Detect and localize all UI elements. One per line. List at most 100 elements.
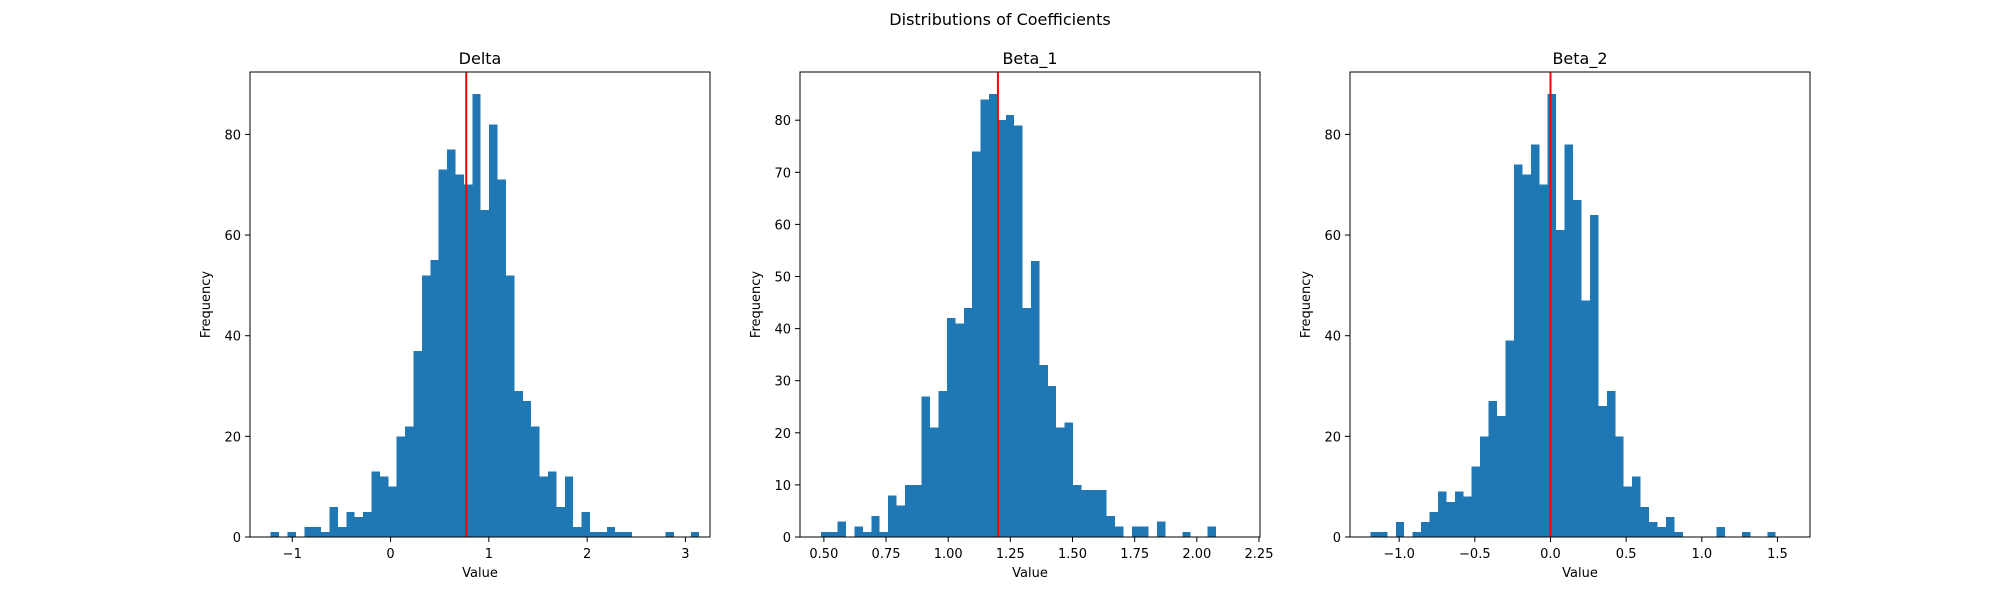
- histogram-bar: [489, 124, 498, 538]
- histogram-bar: [505, 275, 515, 537]
- histogram-bar: [1395, 521, 1405, 537]
- histogram-bar: [480, 209, 490, 537]
- histogram-bar: [1674, 531, 1683, 537]
- histogram-bar: [1615, 436, 1624, 537]
- histogram-bar: [1412, 531, 1422, 537]
- x-tick-label: 1: [485, 547, 493, 562]
- x-tick-label: 2: [583, 547, 591, 562]
- histogram-bar: [1056, 427, 1065, 537]
- histogram-bar: [615, 531, 624, 537]
- histogram-bar: [589, 531, 599, 537]
- histogram-bar: [556, 506, 565, 537]
- histogram-bar: [1446, 501, 1455, 537]
- histogram-bar: [1106, 516, 1116, 537]
- histogram-bar: [522, 401, 532, 537]
- x-tick-label: 1.75: [1120, 547, 1149, 562]
- y-axis-label: Frequency: [1299, 271, 1314, 338]
- histogram-bar: [862, 531, 872, 537]
- histogram-bar: [1581, 300, 1590, 537]
- histogram-bar: [1429, 511, 1438, 537]
- chart-panel-2: 0.50 0.75 1.00 1.25 1.50 1.75 2.00 2.25 0 10 20 30 4…: [749, 49, 1273, 581]
- histogram-bar: [1182, 531, 1191, 537]
- y-tick-label: 0: [783, 531, 791, 546]
- histogram-bar: [1140, 526, 1149, 537]
- histogram-bar: [438, 169, 448, 537]
- histogram-bar: [1089, 490, 1099, 537]
- histogram-bar: [829, 531, 838, 537]
- histogram-bar: [997, 120, 1006, 538]
- histogram-bar: [1522, 174, 1531, 537]
- histogram-bar: [287, 531, 296, 537]
- histogram-bar: [980, 99, 989, 538]
- histogram-bar: [421, 275, 431, 537]
- y-tick-label: 40: [224, 330, 241, 345]
- histogram-bar: [1488, 401, 1498, 537]
- y-tick-label: 0: [233, 531, 241, 546]
- y-tick-label: 10: [774, 479, 791, 494]
- histogram-bar: [388, 486, 397, 537]
- chart-title: Beta_1: [1002, 49, 1057, 69]
- x-tick-label: 0.5: [1616, 547, 1637, 562]
- histogram-bar: [930, 427, 939, 537]
- x-tick-label: −1: [283, 547, 302, 562]
- histogram-bar: [1589, 214, 1599, 538]
- histogram-bar: [1030, 260, 1040, 537]
- x-tick-label: 3: [681, 547, 689, 562]
- histogram-bar: [270, 531, 280, 537]
- histogram-bar: [1564, 144, 1574, 537]
- histogram-bar: [371, 471, 380, 537]
- histogram-bar: [1623, 486, 1633, 537]
- x-tick-label: 0.75: [872, 547, 901, 562]
- histogram-bar: [337, 526, 347, 537]
- histogram-bar: [514, 391, 523, 537]
- histogram-bar: [837, 521, 847, 537]
- histogram-bar: [1741, 531, 1751, 537]
- histogram-bar: [497, 179, 506, 537]
- histogram-bar: [472, 94, 481, 538]
- histogram-bar: [312, 526, 322, 537]
- y-tick-label: 50: [774, 270, 791, 285]
- histogram-bar: [1022, 307, 1031, 537]
- histogram-bar: [946, 318, 956, 537]
- y-tick-label: 60: [1324, 229, 1341, 244]
- y-tick-label: 20: [224, 430, 241, 445]
- x-axis-label: Value: [1012, 566, 1048, 581]
- x-tick-label: 1.25: [996, 547, 1025, 562]
- y-axis-label: Frequency: [749, 271, 764, 338]
- x-tick-label: 1.0: [1691, 547, 1712, 562]
- histogram-bar: [1098, 490, 1107, 537]
- histogram-bar: [430, 260, 439, 537]
- histogram-bar: [1039, 365, 1048, 537]
- y-tick-label: 80: [224, 128, 241, 143]
- histogram-bar: [988, 94, 998, 538]
- histogram-bar: [1014, 125, 1023, 538]
- histogram-bar: [904, 484, 914, 537]
- histogram-bar: [854, 526, 863, 537]
- histogram-bar: [913, 484, 922, 537]
- histogram-bar: [1632, 476, 1641, 537]
- histogram-bar: [379, 476, 389, 537]
- histogram-bar: [972, 151, 981, 537]
- plot-frame: [1349, 71, 1811, 538]
- figure-suptitle: Distributions of Coefficients: [889, 10, 1110, 29]
- histogram-bar: [1207, 526, 1216, 537]
- histogram-bar: [1115, 526, 1124, 537]
- x-tick-label: 1.5: [1767, 547, 1788, 562]
- histogram-bar: [1598, 406, 1607, 537]
- histogram-bar: [606, 526, 616, 537]
- chart-panel-3: −1.0 −0.5 0.0 0.5 1.0 1.5 0 20 40 60 80 Beta_2 Value…: [1299, 49, 1811, 581]
- histogram-bar: [879, 531, 889, 537]
- y-tick-label: 70: [774, 166, 791, 181]
- histogram-bar: [963, 307, 973, 537]
- chart-panel-1: −1 0 1 2 3 0 20 40 60 80 Delta Value Frequency: [199, 49, 711, 581]
- histogram-bar: [1370, 531, 1379, 537]
- histogram-bar: [1157, 521, 1166, 537]
- histogram-bar: [405, 426, 414, 537]
- histogram-bar: [1640, 506, 1650, 537]
- x-axis-label: Value: [462, 566, 498, 581]
- chart-title: Beta_2: [1552, 49, 1607, 69]
- histogram-bar: [1497, 416, 1506, 537]
- histogram-bar: [1657, 526, 1666, 537]
- x-axis-label: Value: [1562, 566, 1598, 581]
- histogram-bar: [938, 391, 947, 537]
